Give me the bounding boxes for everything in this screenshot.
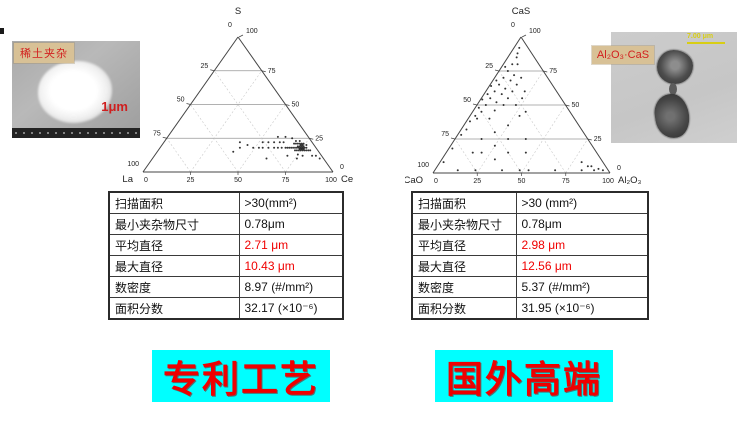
- row-value: 31.95 (×10⁻⁶): [515, 297, 649, 320]
- svg-text:La: La: [122, 174, 133, 185]
- svg-text:75: 75: [549, 68, 557, 75]
- table-row: 最小夹杂物尺寸 0.78μm: [411, 213, 649, 235]
- svg-text:75: 75: [562, 178, 570, 185]
- row-value-highlight: 12.56 μm: [515, 255, 649, 277]
- ternary-chart-cao-al2o3-cas: 0 0 0 25 25 25 50 50 50 75 75 75 100 100 100 CaS CaO Al₂O…: [405, 6, 642, 186]
- svg-text:50: 50: [234, 177, 242, 184]
- stats-table-right: 扫描面积 >30 (mm²) 最小夹杂物尺寸 0.78μm 平均直径 2.98 …: [411, 191, 649, 320]
- table-row: 数密度 8.97 (#/mm²): [108, 276, 344, 298]
- row-value: >30(mm²): [238, 191, 344, 214]
- table-row: 数密度 5.37 (#/mm²): [411, 276, 649, 298]
- row-value: 32.17 (×10⁻⁶): [238, 297, 344, 320]
- sem-info-bar-text-marks: [15, 132, 137, 134]
- ternary-chart-la-ce-s: 0 0 0 25 25 25 50 50 50 75 75 75 100 100 100 S La Ce: [122, 6, 353, 185]
- inclusion-particle-top: [657, 50, 693, 84]
- inclusion-type-tag: Al₂O₃·CaS: [592, 46, 654, 64]
- svg-text:25: 25: [594, 136, 602, 143]
- svg-text:25: 25: [200, 63, 208, 70]
- svg-text:75: 75: [268, 68, 276, 75]
- inclusion-particle-bright: [38, 61, 112, 123]
- svg-text:100: 100: [529, 28, 541, 35]
- inclusion-type-label: Al₂O₃·CaS: [596, 49, 650, 61]
- table-row: 最大直径 12.56 μm: [411, 255, 649, 277]
- row-label: 面积分数: [108, 297, 240, 320]
- caption-patent-process: 专利工艺: [152, 350, 330, 402]
- svg-text:0: 0: [511, 22, 515, 29]
- row-label: 扫描面积: [411, 191, 517, 214]
- svg-text:0: 0: [617, 165, 621, 172]
- row-label: 面积分数: [411, 297, 517, 320]
- row-value: 0.78μm: [238, 213, 344, 235]
- scale-bar: [687, 42, 725, 44]
- row-value: 0.78μm: [515, 213, 649, 235]
- svg-text:100: 100: [325, 177, 337, 184]
- sem-info-bar: [12, 128, 140, 138]
- table-row: 最小夹杂物尺寸 0.78μm: [108, 213, 344, 235]
- row-label: 最大直径: [108, 255, 240, 277]
- svg-text:0: 0: [228, 22, 232, 29]
- svg-text:100: 100: [246, 28, 258, 35]
- svg-text:75: 75: [441, 131, 449, 138]
- sem-image-rare-earth: 稀土夹杂 1μm: [12, 41, 140, 138]
- caption-text: 国外高端: [446, 359, 602, 400]
- svg-text:0: 0: [340, 164, 344, 171]
- row-label: 数密度: [108, 276, 240, 298]
- svg-text:50: 50: [463, 97, 471, 104]
- svg-text:100: 100: [417, 162, 429, 169]
- svg-text:25: 25: [473, 178, 481, 185]
- row-label: 数密度: [411, 276, 517, 298]
- row-value: 5.37 (#/mm²): [515, 276, 649, 298]
- caption-foreign-highend: 国外高端: [435, 350, 613, 402]
- table-row: 平均直径 2.71 μm: [108, 234, 344, 256]
- stats-table-left: 扫描面积 >30(mm²) 最小夹杂物尺寸 0.78μm 平均直径 2.71 μ…: [108, 191, 344, 320]
- row-label: 平均直径: [411, 234, 517, 256]
- svg-text:0: 0: [434, 178, 438, 185]
- table-row: 面积分数 32.17 (×10⁻⁶): [108, 297, 344, 320]
- svg-text:75: 75: [153, 130, 161, 137]
- caption-text: 专利工艺: [163, 359, 319, 400]
- inclusion-type-tag: 稀土夹杂: [14, 43, 74, 63]
- svg-text:75: 75: [282, 177, 290, 184]
- row-value-highlight: 2.98 μm: [515, 234, 649, 256]
- scale-text: 7.00 μm: [687, 33, 714, 40]
- row-value-highlight: 2.71 μm: [238, 234, 344, 256]
- row-value: >30 (mm²): [515, 191, 649, 214]
- inclusion-particle-bottom: [652, 91, 692, 141]
- svg-text:100: 100: [602, 178, 614, 185]
- svg-text:50: 50: [518, 178, 526, 185]
- svg-text:25: 25: [187, 177, 195, 184]
- inclusion-particle-bridge: [669, 83, 677, 95]
- scale-text: 1μm: [101, 99, 128, 114]
- row-label: 最大直径: [411, 255, 517, 277]
- table-row: 平均直径 2.98 μm: [411, 234, 649, 256]
- row-value-highlight: 10.43 μm: [238, 255, 344, 277]
- table-row: 最大直径 10.43 μm: [108, 255, 344, 277]
- table-row: 扫描面积 >30(mm²): [108, 191, 344, 214]
- svg-text:Al₂O₃: Al₂O₃: [618, 175, 642, 186]
- row-label: 最小夹杂物尺寸: [108, 213, 240, 235]
- svg-text:50: 50: [292, 102, 300, 109]
- svg-text:CaS: CaS: [512, 6, 530, 17]
- row-value: 8.97 (#/mm²): [238, 276, 344, 298]
- table-row: 扫描面积 >30 (mm²): [411, 191, 649, 214]
- row-label: 扫描面积: [108, 191, 240, 214]
- table-row: 面积分数 31.95 (×10⁻⁶): [411, 297, 649, 320]
- inclusion-type-label: 稀土夹杂: [20, 48, 68, 60]
- svg-text:S: S: [235, 6, 241, 17]
- row-label: 平均直径: [108, 234, 240, 256]
- svg-text:0: 0: [144, 177, 148, 184]
- svg-text:50: 50: [177, 97, 185, 104]
- svg-text:CaO: CaO: [405, 175, 423, 186]
- svg-text:50: 50: [572, 102, 580, 109]
- svg-text:25: 25: [485, 63, 493, 70]
- row-label: 最小夹杂物尺寸: [411, 213, 517, 235]
- svg-text:Ce: Ce: [341, 174, 353, 185]
- svg-text:100: 100: [127, 161, 139, 168]
- svg-text:25: 25: [315, 135, 323, 142]
- page-edge-artifact: [0, 28, 4, 34]
